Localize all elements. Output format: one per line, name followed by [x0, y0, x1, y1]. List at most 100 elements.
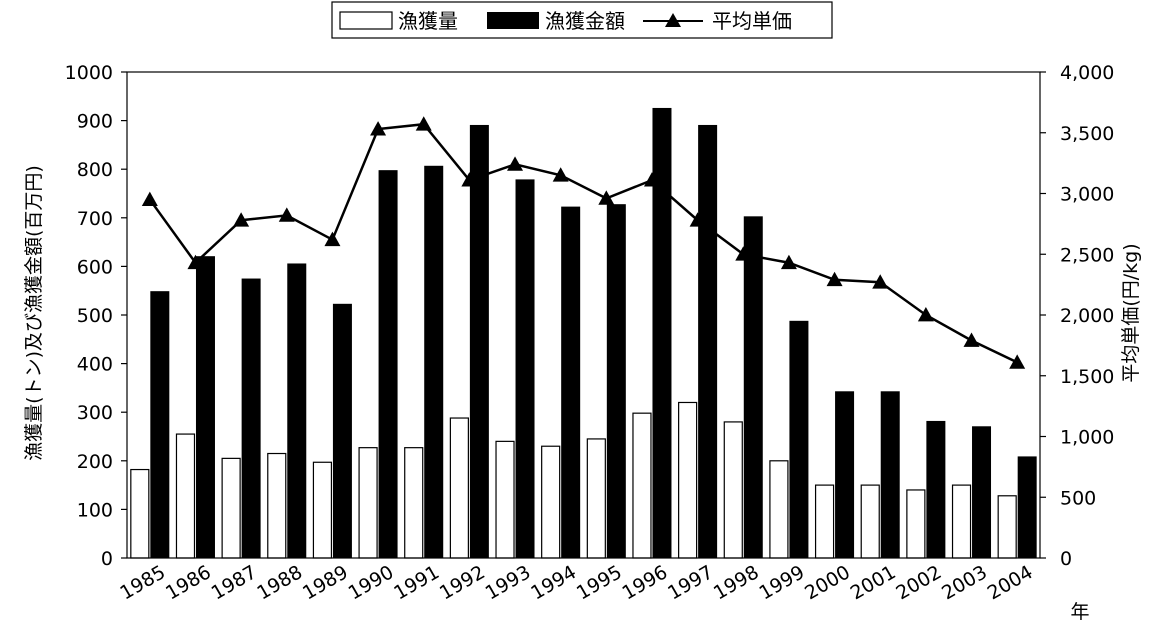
bar-catch-volume-2002: [906, 489, 926, 559]
plot-frame: [126, 71, 1041, 559]
marker-avg-price-1999: [780, 254, 797, 270]
bar-catch-value-1998: [743, 216, 763, 559]
bar-catch-value-2000: [835, 391, 855, 559]
x-tick-label-1985: 1985: [116, 561, 169, 604]
y-right-tick-label: 2,500: [1060, 244, 1114, 266]
bar-catch-volume-1989: [312, 461, 333, 559]
axes-layer: [126, 71, 1041, 559]
bar-catch-volume-1995: [586, 438, 606, 559]
bar-catch-volume-1988: [267, 452, 287, 559]
bar-catch-volume-2001: [860, 484, 880, 559]
y-left-tick-label: 300: [77, 402, 113, 424]
y-right-tick-label: 4,000: [1060, 62, 1114, 84]
y-right-tick-label: 3,000: [1060, 184, 1114, 206]
y-left-tick-label: 1000: [65, 62, 113, 84]
bar-catch-value-1988: [287, 263, 307, 559]
y-left-tick-label: 700: [77, 208, 113, 230]
bar-catch-volume-2004: [997, 495, 1017, 559]
x-tick-label-1999: 1999: [755, 561, 808, 604]
y-right-tick-label: 1,000: [1060, 427, 1114, 449]
legend-swatch-catch-value: [487, 12, 539, 29]
legend-marker-avg-price: [665, 13, 681, 27]
legend-frame: [331, 1, 833, 39]
marker-avg-price-2001: [872, 274, 889, 289]
bar-catch-volume-1999: [769, 460, 789, 559]
marker-avg-price-1989: [324, 231, 341, 247]
bar-catch-value-1992: [469, 124, 489, 559]
x-tick-label-1996: 1996: [619, 561, 672, 604]
x-tick-label-1990: 1990: [345, 561, 398, 604]
x-tick-label-2001: 2001: [847, 561, 900, 604]
y-left-tick-label: 200: [77, 451, 113, 473]
marker-avg-price-1996: [643, 172, 660, 187]
marker-avg-price-1997: [689, 212, 706, 227]
x-tick-label-1989: 1989: [299, 561, 352, 604]
y-left-tick-label: 500: [77, 305, 113, 327]
marker-avg-price-1991: [415, 116, 432, 131]
y-left-tick-label: 900: [77, 111, 113, 133]
bar-catch-volume-1991: [404, 447, 424, 559]
marker-avg-price-1994: [552, 167, 569, 182]
y-right-tick-label: 1,500: [1060, 366, 1114, 388]
bar-catch-value-1994: [561, 206, 581, 559]
x-tick-label-1994: 1994: [527, 561, 580, 604]
x-axis-title: 年: [1070, 601, 1089, 623]
x-tick-label-1992: 1992: [436, 561, 489, 604]
bar-catch-volume-1994: [541, 445, 561, 559]
marker-avg-price-1992: [461, 172, 478, 187]
legend-label-catch-value: 漁獲金額: [545, 9, 625, 33]
bar-catch-volume-1992: [449, 417, 469, 559]
x-tick-label-1998: 1998: [710, 561, 763, 604]
bar-catch-volume-1998: [723, 421, 743, 559]
bar-catch-value-1993: [515, 179, 535, 559]
bar-catch-value-1986: [195, 256, 215, 559]
x-tick-label-1991: 1991: [390, 561, 443, 604]
x-tick-label-1997: 1997: [664, 561, 717, 604]
y-left-tick-label: 100: [77, 499, 113, 521]
legend-label-avg-price: 平均単価: [712, 9, 792, 33]
bar-catch-value-1987: [241, 278, 261, 559]
bars-layer: [130, 107, 1037, 559]
y-right-tick-label: 500: [1060, 487, 1096, 509]
marker-avg-price-2004: [1009, 354, 1026, 369]
bar-catch-value-1990: [378, 170, 398, 559]
marker-avg-price-2000: [826, 271, 843, 287]
bar-catch-value-2004: [1017, 456, 1037, 559]
marker-avg-price-1995: [598, 190, 615, 205]
bar-catch-volume-1997: [678, 401, 698, 559]
bar-catch-volume-1985: [130, 468, 150, 559]
y-right-tick-label: 3,500: [1060, 123, 1114, 145]
marker-avg-price-1998: [735, 246, 752, 261]
x-tick-label-1995: 1995: [573, 561, 626, 604]
bar-catch-value-1996: [652, 107, 672, 559]
bar-catch-volume-1986: [175, 433, 196, 559]
marker-avg-price-1990: [370, 121, 387, 136]
y-left-tick-label: 600: [77, 256, 113, 278]
legend-label-catch-volume: 漁獲量: [398, 9, 458, 33]
marker-avg-price-2002: [917, 307, 934, 322]
marker-avg-price-1986: [187, 254, 204, 270]
x-tick-label-1988: 1988: [253, 561, 306, 604]
bar-catch-volume-1987: [221, 457, 241, 559]
x-tick-label-2000: 2000: [801, 561, 854, 604]
x-tick-label-2002: 2002: [892, 561, 945, 604]
legend-swatch-catch-volume: [339, 11, 393, 30]
y-right-tick-label: 2,000: [1060, 305, 1114, 327]
x-tick-label-1987: 1987: [208, 561, 261, 604]
x-tick-label-1993: 1993: [482, 561, 535, 604]
y-right-tick-label: 0: [1060, 548, 1072, 570]
x-tick-label-2004: 2004: [984, 561, 1037, 604]
y-axis-left-title: 漁獲量(トン)及び漁獲金額(百万円): [23, 165, 45, 461]
line-avg-price: [148, 122, 1018, 364]
bar-catch-value-2003: [972, 426, 992, 559]
bar-catch-value-1999: [789, 320, 809, 559]
bar-catch-value-1985: [150, 291, 170, 559]
x-tick-label-1986: 1986: [162, 561, 215, 604]
x-tick-label-2003: 2003: [938, 561, 991, 604]
bar-catch-value-2001: [880, 391, 900, 559]
bar-catch-value-2002: [926, 420, 946, 559]
y-left-tick-label: 800: [77, 159, 113, 181]
line-layer: [141, 116, 1026, 369]
